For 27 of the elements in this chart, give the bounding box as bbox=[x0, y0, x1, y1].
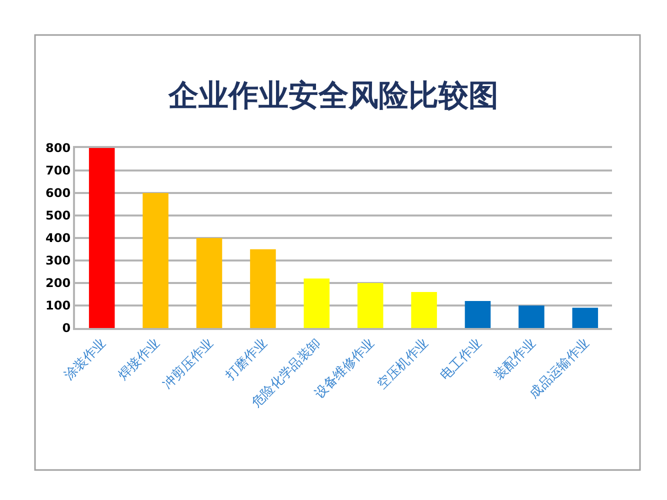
y-tick-label: 700 bbox=[46, 164, 71, 178]
x-tick-label: 电工作业 bbox=[438, 336, 486, 384]
bar bbox=[142, 193, 168, 328]
y-tick-label: 600 bbox=[46, 186, 71, 200]
bar bbox=[88, 148, 115, 328]
bar bbox=[518, 306, 544, 328]
bar bbox=[196, 238, 222, 328]
x-tick-label: 冲剪压作业 bbox=[160, 336, 217, 392]
y-tick-label: 400 bbox=[46, 231, 71, 246]
x-tick-label: 涂装作业 bbox=[62, 336, 110, 384]
bar bbox=[411, 292, 437, 328]
x-tick-label: 空压机作业 bbox=[374, 336, 432, 392]
bar bbox=[572, 308, 598, 328]
bar bbox=[250, 249, 276, 328]
x-tick-label: 焊接作业 bbox=[116, 336, 163, 384]
y-tick-label: 800 bbox=[46, 141, 71, 156]
x-tick-label: 装配作业 bbox=[492, 336, 539, 384]
y-tick-label: 300 bbox=[46, 254, 71, 268]
y-tick-label: 0 bbox=[62, 321, 71, 336]
bar bbox=[464, 301, 491, 328]
y-tick-label: 500 bbox=[46, 208, 71, 223]
y-tick-label: 200 bbox=[46, 276, 71, 290]
bar bbox=[357, 283, 384, 328]
x-tick-label: 打磨作业 bbox=[222, 336, 270, 384]
chart-title: 企业作业安全风险比较图 bbox=[168, 78, 498, 114]
bar bbox=[304, 278, 330, 328]
y-tick-label: 100 bbox=[46, 298, 71, 313]
